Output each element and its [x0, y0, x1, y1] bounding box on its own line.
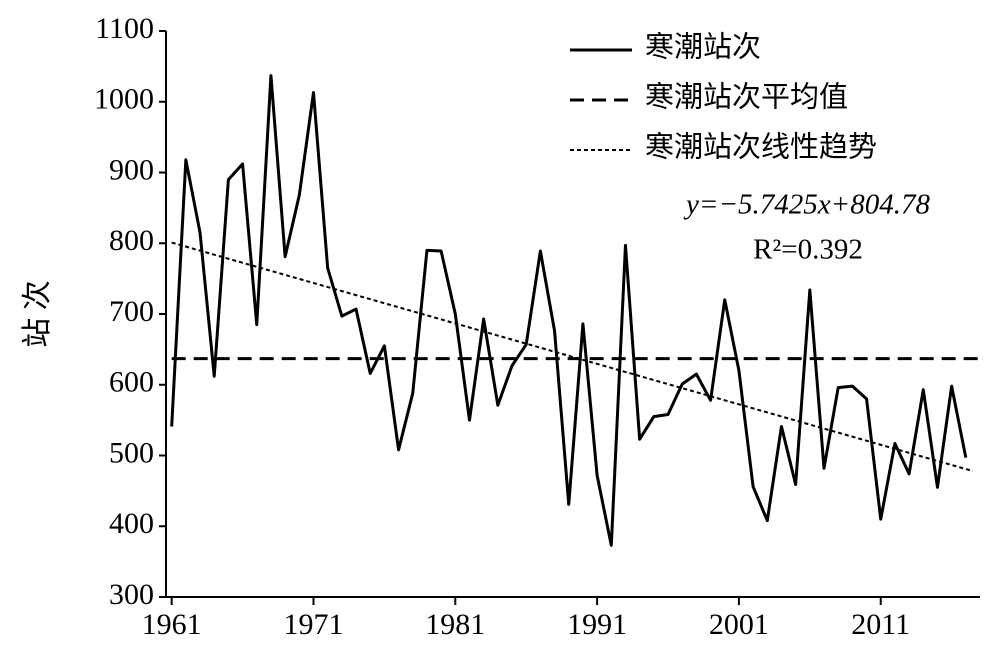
- x-tick-label: 2011: [851, 608, 910, 641]
- x-tick-label: 1991: [567, 608, 627, 641]
- equation: y=−5.7425x+804.78: [683, 189, 930, 221]
- y-tick-label: 700: [109, 295, 154, 328]
- x-tick-label: 1971: [283, 608, 343, 641]
- y-axis-label: 站 次: [21, 280, 54, 348]
- y-tick-label: 900: [109, 153, 154, 186]
- x-tick-label: 2001: [709, 608, 769, 641]
- legend-label: 寒潮站次线性趋势: [645, 131, 877, 164]
- y-tick-label: 800: [109, 224, 154, 257]
- legend-label: 寒潮站次平均值: [645, 81, 848, 114]
- series-line: [170, 74, 968, 547]
- y-tick-label: 1100: [95, 12, 154, 45]
- y-tick-label: 500: [109, 436, 154, 469]
- y-tick-label: 300: [109, 578, 154, 611]
- x-tick-label: 1961: [142, 608, 202, 641]
- y-tick-label: 400: [109, 507, 154, 540]
- x-tick-label: 1981: [425, 608, 485, 641]
- legend-label: 寒潮站次: [645, 31, 761, 64]
- r-squared: R²=0.392: [753, 234, 863, 266]
- series-line: [171, 241, 974, 473]
- y-tick-label: 1000: [94, 83, 154, 116]
- y-tick-label: 600: [109, 366, 154, 399]
